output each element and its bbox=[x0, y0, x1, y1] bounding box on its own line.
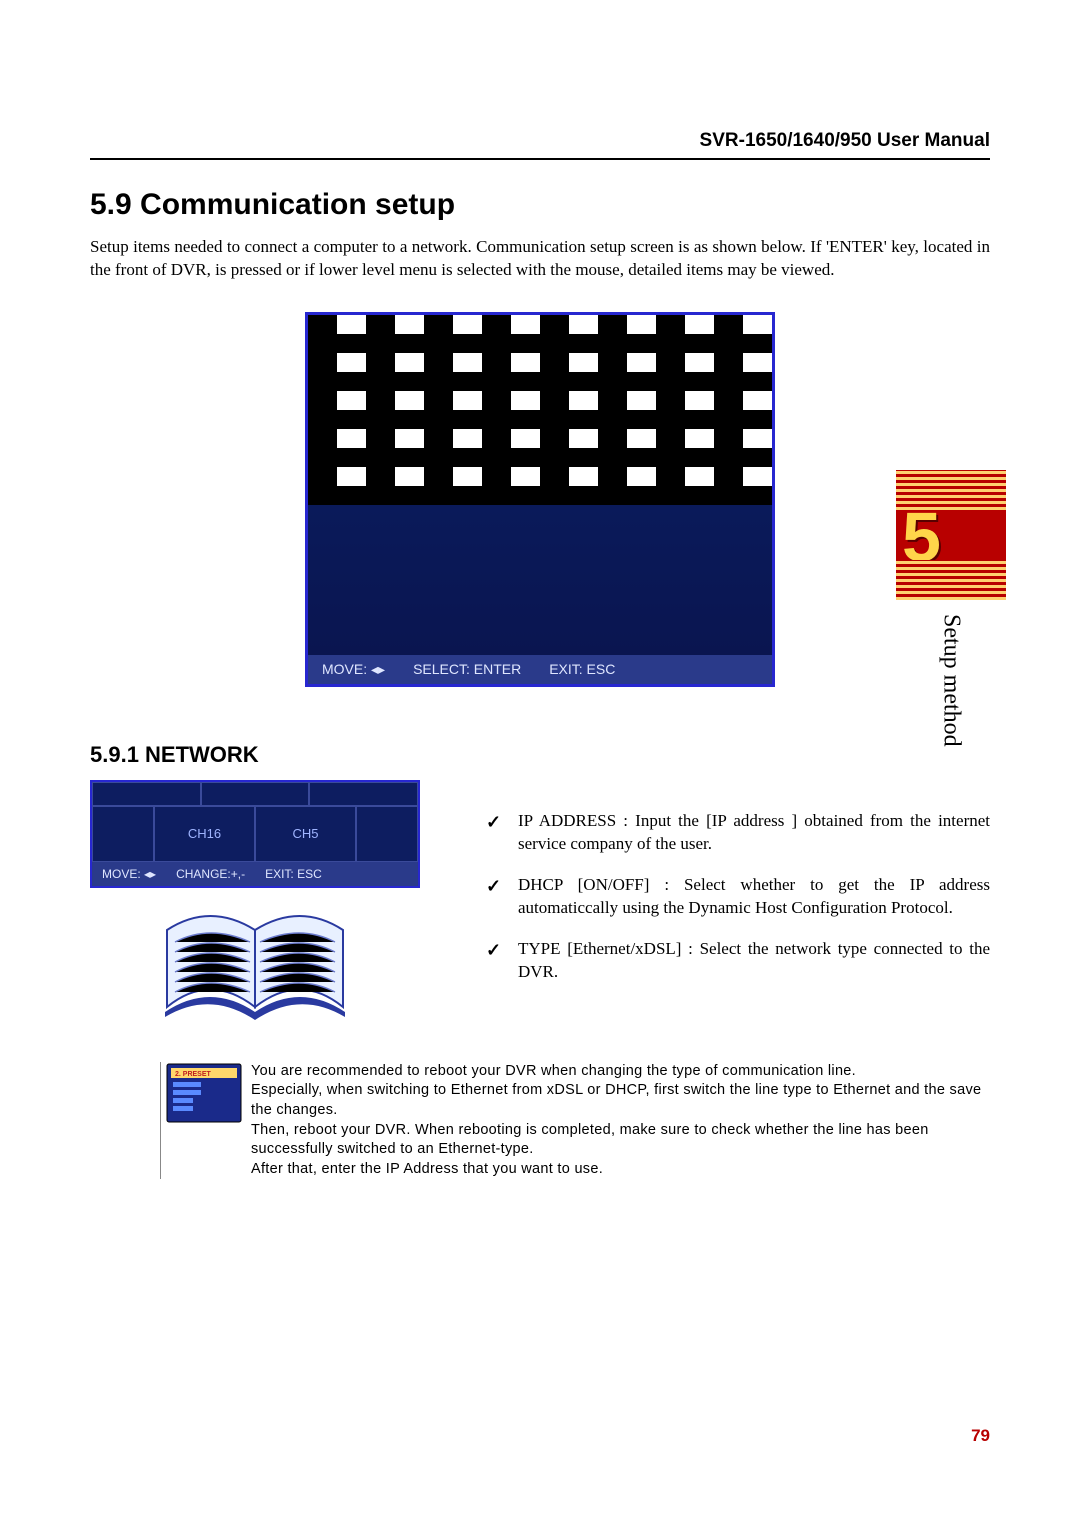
note-line: After that, enter the IP Address that yo… bbox=[251, 1160, 990, 1180]
dvr-main-screenshot: MOVE: ◂▸ SELECT: ENTER EXIT: ESC bbox=[305, 312, 775, 687]
note-line: You are recommended to reboot your DVR w… bbox=[251, 1062, 990, 1082]
dvr-small-mid-row: CH16 CH5 bbox=[92, 806, 418, 862]
dvr-footer-move: MOVE: ◂▸ bbox=[322, 661, 385, 678]
note-text: You are recommended to reboot your DVR w… bbox=[251, 1062, 990, 1179]
note-block: 2. PRESET You are recommended to reboot … bbox=[160, 1062, 990, 1179]
dvr-small-footer-exit: EXIT: ESC bbox=[265, 867, 322, 881]
section-intro-paragraph: Setup items needed to connect a computer… bbox=[90, 236, 990, 282]
dvr-small-footer: MOVE: ◂▸ CHANGE:+,- EXIT: ESC bbox=[92, 862, 418, 886]
note-line: Then, reboot your DVR. When rebooting is… bbox=[251, 1121, 990, 1160]
section-heading: 5.9 Communication setup bbox=[90, 188, 990, 222]
dvr-main-footer: MOVE: ◂▸ SELECT: ENTER EXIT: ESC bbox=[308, 655, 772, 684]
page-header: SVR-1650/1640/950 User Manual bbox=[90, 130, 990, 160]
dvr-lower-panel bbox=[308, 505, 772, 655]
checklist-item: DHCP [ON/OFF] : Select whether to get th… bbox=[480, 874, 990, 920]
checklist-item: IP ADDRESS : Input the [IP address ] obt… bbox=[480, 810, 990, 856]
network-right-column: IP ADDRESS : Input the [IP address ] obt… bbox=[480, 780, 990, 1002]
svg-text:2. PRESET: 2. PRESET bbox=[175, 1071, 212, 1078]
dvr-footer-select: SELECT: ENTER bbox=[413, 661, 521, 678]
chapter-label: Setup method bbox=[938, 614, 965, 747]
dvr-small-ch-right: CH5 bbox=[255, 806, 356, 862]
subsection-heading: 5.9.1 NETWORK bbox=[90, 742, 990, 768]
dvr-small-footer-move: MOVE: ◂▸ bbox=[102, 867, 156, 881]
dvr-small-top-row bbox=[92, 782, 418, 806]
dvr-footer-exit: EXIT: ESC bbox=[549, 661, 615, 678]
manual-title: SVR-1650/1640/950 User Manual bbox=[700, 130, 990, 151]
chapter-number: 5 bbox=[902, 502, 941, 572]
dvr-small-ch-left: CH16 bbox=[154, 806, 255, 862]
page-number: 79 bbox=[971, 1426, 990, 1446]
dvr-small-screenshot: CH16 CH5 MOVE: ◂▸ CHANGE:+,- EXIT: ESC bbox=[90, 780, 420, 888]
note-line: Especially, when switching to Ethernet f… bbox=[251, 1081, 990, 1120]
network-two-column: CH16 CH5 MOVE: ◂▸ CHANGE:+,- EXIT: ESC bbox=[90, 780, 990, 1032]
chapter-box: 5 bbox=[896, 470, 1006, 600]
book-illustration-icon bbox=[155, 912, 355, 1032]
chapter-side-tab: 5 Setup method bbox=[896, 470, 1006, 752]
dvr-checker-grid bbox=[308, 315, 772, 505]
checklist-item: TYPE [Ethernet/xDSL] : Select the networ… bbox=[480, 938, 990, 984]
note-screen-icon: 2. PRESET bbox=[165, 1062, 243, 1128]
dvr-small-footer-change: CHANGE:+,- bbox=[176, 867, 245, 881]
network-left-column: CH16 CH5 MOVE: ◂▸ CHANGE:+,- EXIT: ESC bbox=[90, 780, 420, 1032]
network-checklist: IP ADDRESS : Input the [IP address ] obt… bbox=[480, 810, 990, 984]
